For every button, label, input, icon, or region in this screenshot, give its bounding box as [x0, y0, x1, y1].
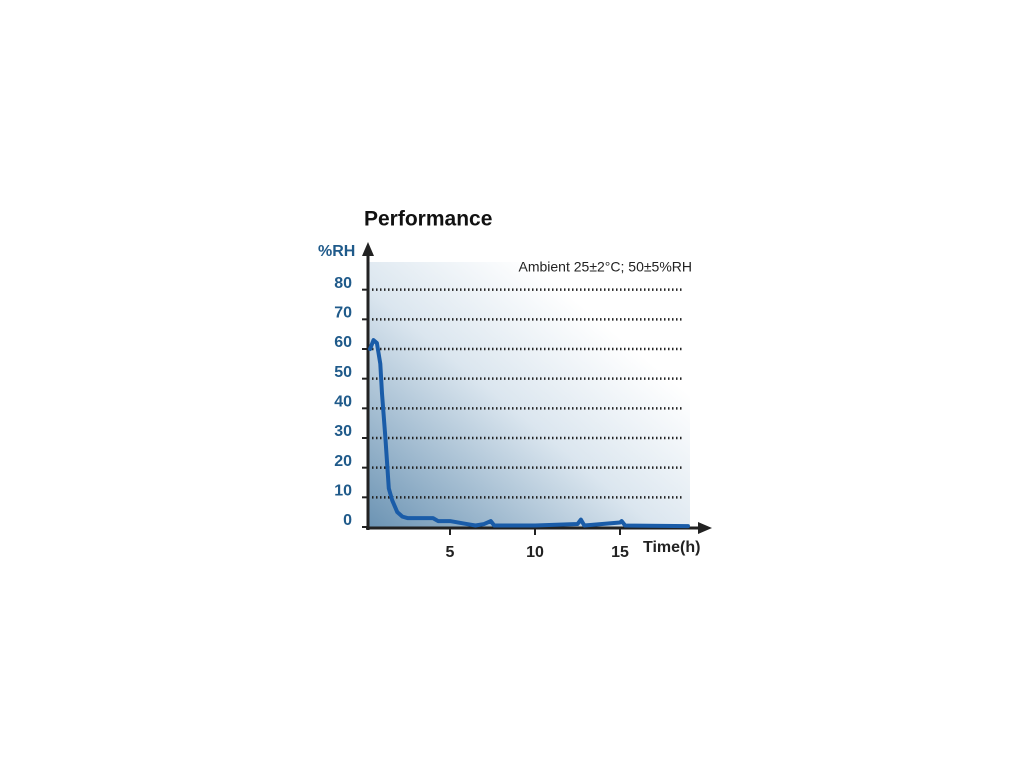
y-tick-label: 0: [343, 512, 352, 529]
annotation: Ambient 25±2°C; 50±5%RH: [519, 259, 693, 275]
data-line: [368, 338, 690, 529]
x-axis-label: Time(h): [643, 539, 700, 556]
chart-title: Performance: [364, 208, 492, 231]
y-arrow: [362, 242, 374, 256]
y-tick-label: 50: [334, 364, 352, 381]
y-tick-label: 30: [334, 423, 352, 440]
x-arrow: [698, 522, 712, 534]
plot-background: [368, 262, 690, 528]
y-tick-label: 70: [334, 305, 352, 322]
x-tick-label: 15: [611, 544, 629, 561]
y-axis-label: %RH: [318, 243, 355, 260]
y-tick-label: 20: [334, 453, 352, 470]
y-tick-label: 40: [334, 394, 352, 411]
y-tick-label: 80: [334, 275, 352, 292]
y-tick-label: 60: [334, 334, 352, 351]
y-tick-label: 10: [334, 483, 352, 500]
x-tick-label: 5: [446, 544, 455, 561]
x-tick-label: 10: [526, 544, 544, 561]
